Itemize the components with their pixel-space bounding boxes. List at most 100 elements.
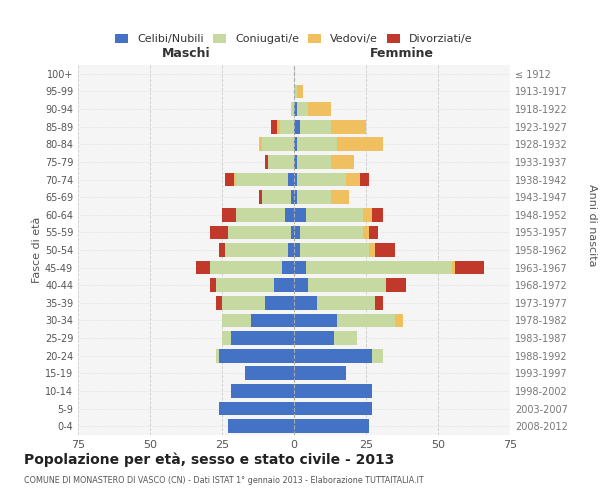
Bar	[288, 172, 294, 186]
Bar	[360, 172, 369, 186]
Bar	[297, 102, 308, 116]
Bar	[291, 190, 294, 204]
Bar	[211, 278, 216, 292]
Bar	[271, 120, 277, 134]
Bar	[222, 314, 251, 328]
Bar	[216, 296, 222, 310]
Bar	[363, 208, 372, 222]
Bar	[369, 226, 377, 239]
Bar	[286, 208, 294, 222]
Bar	[294, 155, 297, 169]
Bar	[294, 296, 317, 310]
Bar	[222, 296, 265, 310]
Bar	[346, 172, 360, 186]
Bar	[305, 260, 452, 274]
Bar	[294, 226, 300, 239]
Bar	[305, 208, 363, 222]
Y-axis label: Fasce di età: Fasce di età	[32, 217, 42, 283]
Bar	[219, 243, 225, 257]
Bar	[288, 243, 294, 257]
Bar	[363, 226, 369, 239]
Bar	[297, 138, 337, 151]
Bar	[262, 190, 291, 204]
Bar	[211, 226, 228, 239]
Bar	[294, 138, 297, 151]
Text: Maschi: Maschi	[161, 46, 211, 60]
Bar	[386, 278, 406, 292]
Text: Femmine: Femmine	[370, 46, 434, 60]
Bar	[216, 278, 274, 292]
Bar	[297, 172, 346, 186]
Bar	[225, 243, 288, 257]
Legend: Celibi/Nubili, Coniugati/e, Vedovi/e, Divorziati/e: Celibi/Nubili, Coniugati/e, Vedovi/e, Di…	[115, 34, 473, 44]
Bar	[372, 349, 383, 362]
Bar	[196, 260, 211, 274]
Bar	[294, 314, 337, 328]
Bar	[331, 120, 366, 134]
Bar	[245, 366, 294, 380]
Bar	[274, 278, 294, 292]
Bar	[337, 314, 395, 328]
Bar	[369, 243, 374, 257]
Bar	[294, 331, 334, 345]
Bar	[300, 120, 331, 134]
Bar	[294, 84, 297, 98]
Bar	[297, 190, 331, 204]
Bar	[294, 120, 300, 134]
Bar	[294, 384, 372, 398]
Bar	[294, 278, 308, 292]
Bar	[308, 278, 386, 292]
Bar	[334, 331, 358, 345]
Bar	[455, 260, 484, 274]
Bar	[300, 226, 363, 239]
Bar	[225, 172, 233, 186]
Bar	[236, 172, 288, 186]
Bar	[294, 208, 305, 222]
Bar	[331, 190, 349, 204]
Bar	[308, 102, 331, 116]
Bar	[233, 172, 236, 186]
Bar	[297, 155, 331, 169]
Bar	[294, 102, 297, 116]
Bar	[219, 402, 294, 415]
Bar	[259, 190, 262, 204]
Text: Popolazione per età, sesso e stato civile - 2013: Popolazione per età, sesso e stato civil…	[24, 452, 394, 467]
Bar	[216, 349, 219, 362]
Bar	[374, 296, 383, 310]
Bar	[291, 102, 294, 116]
Bar	[294, 260, 305, 274]
Bar	[372, 208, 383, 222]
Bar	[374, 243, 395, 257]
Bar	[230, 331, 294, 345]
Bar	[268, 155, 294, 169]
Bar	[294, 190, 297, 204]
Bar	[395, 314, 403, 328]
Bar	[259, 138, 262, 151]
Bar	[294, 402, 372, 415]
Bar	[317, 296, 374, 310]
Bar	[297, 84, 302, 98]
Bar	[251, 314, 294, 328]
Bar	[236, 208, 286, 222]
Bar	[294, 420, 369, 433]
Bar	[452, 260, 455, 274]
Bar	[294, 172, 297, 186]
Bar	[265, 296, 294, 310]
Bar	[230, 384, 294, 398]
Bar	[294, 243, 300, 257]
Bar	[294, 366, 346, 380]
Bar	[228, 420, 294, 433]
Bar	[219, 349, 294, 362]
Bar	[222, 331, 230, 345]
Bar	[300, 243, 369, 257]
Bar	[283, 260, 294, 274]
Bar	[211, 260, 283, 274]
Bar	[222, 208, 236, 222]
Bar	[337, 138, 383, 151]
Text: COMUNE DI MONASTERO DI VASCO (CN) - Dati ISTAT 1° gennaio 2013 - Elaborazione TU: COMUNE DI MONASTERO DI VASCO (CN) - Dati…	[24, 476, 424, 485]
Text: Anni di nascita: Anni di nascita	[587, 184, 597, 266]
Bar	[262, 138, 294, 151]
Bar	[265, 155, 268, 169]
Bar	[277, 120, 280, 134]
Bar	[228, 226, 291, 239]
